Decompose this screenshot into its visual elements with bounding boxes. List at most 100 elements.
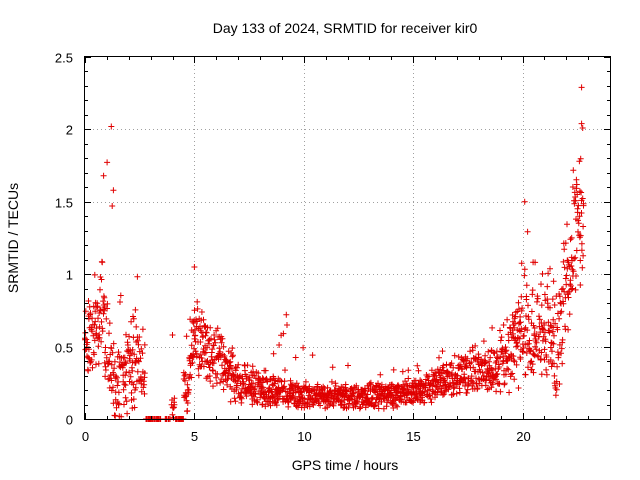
data-point [136, 334, 143, 340]
data-point [121, 401, 127, 408]
data-point [523, 282, 530, 289]
data-point [109, 349, 116, 356]
data-point [117, 292, 124, 299]
data-point [232, 367, 239, 374]
data-point [497, 388, 504, 395]
data-point [578, 247, 585, 254]
data-point [191, 327, 198, 334]
data-point [474, 385, 481, 392]
data-point [504, 365, 511, 372]
data-point [558, 350, 564, 357]
data-point [82, 308, 89, 315]
data-point [485, 348, 492, 355]
data-point [517, 313, 524, 320]
data-point [576, 213, 583, 220]
data-point [518, 293, 525, 300]
data-point [227, 362, 234, 369]
data-point [536, 313, 542, 320]
data-point [200, 316, 207, 323]
data-point [375, 405, 382, 412]
data-point [451, 352, 458, 359]
data-point [229, 353, 236, 360]
data-point [467, 348, 474, 355]
data-point [134, 273, 141, 280]
data-point [270, 350, 277, 357]
data-point [195, 372, 202, 379]
data-point [89, 328, 96, 335]
data-point [109, 203, 116, 209]
data-point [281, 378, 288, 385]
data-point [440, 367, 447, 374]
data-point [194, 298, 201, 305]
data-point [188, 374, 195, 381]
data-point [212, 339, 219, 346]
data-point [562, 275, 569, 282]
data-point [444, 369, 451, 376]
data-point [564, 221, 570, 228]
data-point [341, 401, 348, 408]
data-point [550, 278, 557, 285]
data-point [421, 399, 428, 406]
data-point [301, 404, 308, 411]
data-point [273, 402, 280, 409]
data-point [450, 385, 457, 392]
data-point [309, 352, 316, 359]
data-point [111, 358, 118, 365]
data-point [126, 369, 133, 376]
data-point [262, 367, 269, 374]
data-point [105, 376, 112, 383]
data-point [115, 389, 122, 396]
data-point [522, 371, 529, 378]
data-point [544, 283, 551, 290]
data-point [541, 346, 548, 353]
data-point [532, 259, 539, 266]
y-tick-label: 2 [66, 123, 73, 138]
data-point [549, 348, 555, 355]
data-point [169, 332, 176, 338]
data-point [224, 376, 231, 382]
data-point [106, 320, 113, 327]
data-point [362, 387, 369, 394]
data-point [577, 232, 584, 239]
data-point [140, 384, 147, 391]
data-point [240, 381, 247, 388]
data-point [119, 364, 126, 371]
data-point [96, 334, 103, 341]
data-point [578, 189, 585, 196]
data-point [135, 358, 142, 365]
data-point [498, 334, 505, 341]
data-point [503, 347, 510, 354]
data-point [171, 395, 178, 402]
data-point [219, 362, 225, 369]
data-point [204, 357, 211, 364]
data-point [197, 339, 204, 345]
data-point [556, 381, 563, 387]
data-point [450, 364, 457, 371]
data-point [567, 236, 574, 243]
data-point [103, 354, 110, 361]
y-tick-label: 1.5 [55, 196, 73, 211]
data-point [510, 330, 516, 337]
data-point [230, 352, 236, 359]
data-point [482, 382, 489, 389]
data-point [141, 390, 148, 397]
data-point [533, 346, 540, 353]
data-point [563, 272, 570, 279]
data-point [580, 223, 587, 230]
data-point [569, 184, 576, 190]
data-point [517, 319, 524, 326]
data-point [118, 413, 125, 420]
data-point [574, 191, 581, 198]
data-point [120, 386, 127, 393]
data-point [568, 234, 575, 241]
data-point [206, 373, 213, 379]
data-point [541, 291, 548, 298]
data-point [210, 383, 216, 390]
x-tick-label: 20 [516, 429, 530, 444]
data-point [514, 343, 521, 349]
data-point [283, 311, 290, 318]
data-point [551, 302, 558, 308]
data-point [550, 340, 557, 347]
data-point [556, 293, 563, 300]
data-point [131, 351, 138, 358]
